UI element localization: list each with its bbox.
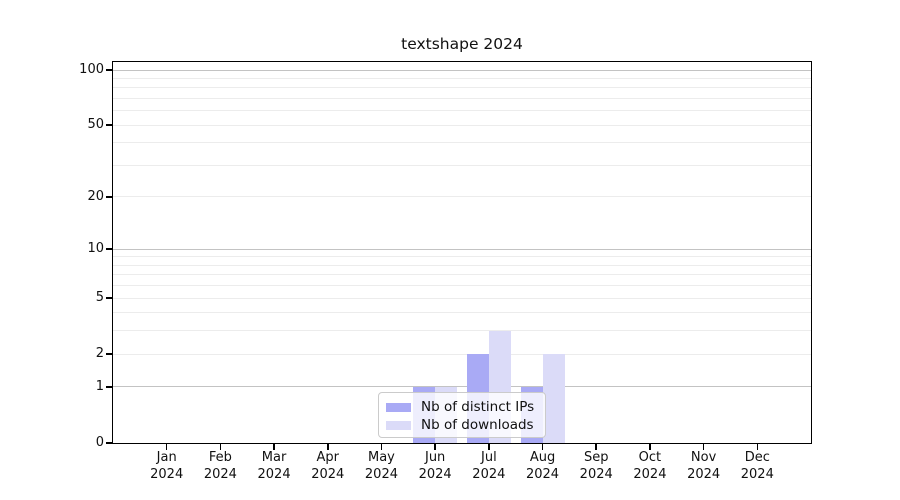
x-tick-label: Mar 2024 (257, 450, 291, 482)
gridline-minor (113, 142, 811, 144)
bar-aug-downloads (542, 354, 565, 443)
gridline-minor (113, 97, 811, 99)
x-tick (488, 443, 490, 450)
y-tick (106, 248, 113, 250)
x-tick (756, 443, 759, 450)
x-tick-label: Jan 2024 (150, 450, 184, 482)
legend-item-downloads: Nb of downloads (386, 416, 539, 434)
gridline-minor (113, 285, 811, 287)
gridline-minor (113, 274, 811, 276)
legend: Nb of distinct IPs Nb of downloads (378, 392, 546, 438)
y-tick (106, 69, 113, 71)
x-tick-label: Aug 2024 (525, 450, 560, 482)
y-tick-label: 2 (95, 346, 104, 362)
x-tick (649, 443, 651, 450)
x-tick-label: Apr 2024 (311, 450, 345, 482)
legend-item-distinct-ips: Nb of distinct IPs (386, 398, 539, 416)
x-tick-label: Nov 2024 (687, 450, 721, 482)
gridline-minor (113, 110, 811, 112)
gridline-minor (113, 77, 811, 79)
legend-label-distinct-ips: Nb of distinct IPs (421, 399, 535, 415)
y-tick (106, 124, 113, 127)
x-tick-label: Dec 2024 (740, 450, 774, 482)
gridline-minor (113, 124, 811, 126)
gridline-minor (113, 164, 811, 166)
x-tick (219, 443, 222, 450)
chart-title: textshape 2024 (401, 35, 523, 53)
x-tick-label: Oct 2024 (633, 450, 667, 482)
y-tick-label: 1 (95, 378, 104, 394)
x-tick-label: Jun 2024 (418, 450, 452, 482)
x-tick (380, 443, 383, 450)
y-tick (106, 386, 113, 388)
y-tick-label: 50 (87, 117, 104, 133)
x-tick (595, 443, 598, 450)
y-tick (106, 442, 113, 444)
y-tick-label: 20 (87, 188, 104, 204)
gridline-minor (113, 297, 811, 299)
gridline-minor (113, 330, 811, 332)
legend-swatch-downloads (386, 420, 411, 430)
x-tick-label: May 2024 (364, 450, 398, 482)
x-tick-label: Sep 2024 (579, 450, 613, 482)
legend-label-downloads: Nb of downloads (421, 417, 534, 433)
y-tick-label: 100 (79, 62, 104, 77)
x-tick (434, 443, 436, 450)
gridline-minor (113, 256, 811, 258)
x-tick (702, 443, 705, 450)
gridline-major (113, 69, 811, 71)
gridline-major (113, 386, 811, 388)
gridline-minor (113, 312, 811, 314)
gridline-minor (113, 87, 811, 89)
legend-swatch-distinct-ips (386, 402, 411, 412)
y-tick (106, 196, 113, 198)
x-tick (273, 443, 275, 450)
x-tick-label: Feb 2024 (203, 450, 237, 482)
x-tick-label: Jul 2024 (472, 450, 506, 482)
y-tick-label: 5 (95, 290, 104, 306)
y-tick-label: 0 (95, 435, 104, 450)
gridline-minor (113, 264, 811, 266)
y-tick-label: 10 (87, 241, 104, 257)
y-tick (106, 353, 113, 355)
x-tick (326, 443, 329, 450)
gridline-minor (113, 353, 811, 355)
y-tick (106, 297, 113, 299)
x-tick (165, 443, 168, 450)
gridline-minor (113, 196, 811, 198)
gridline-major (113, 248, 811, 250)
plot-area: Nb of distinct IPs Nb of downloads (112, 61, 812, 444)
x-tick (541, 443, 544, 450)
